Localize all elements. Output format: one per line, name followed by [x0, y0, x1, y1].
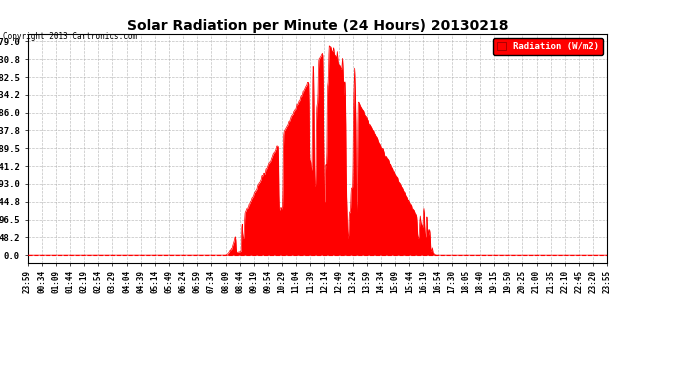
Title: Solar Radiation per Minute (24 Hours) 20130218: Solar Radiation per Minute (24 Hours) 20…	[127, 19, 508, 33]
Legend: Radiation (W/m2): Radiation (W/m2)	[493, 38, 602, 55]
Text: Copyright 2013 Cartronics.com: Copyright 2013 Cartronics.com	[3, 32, 137, 41]
